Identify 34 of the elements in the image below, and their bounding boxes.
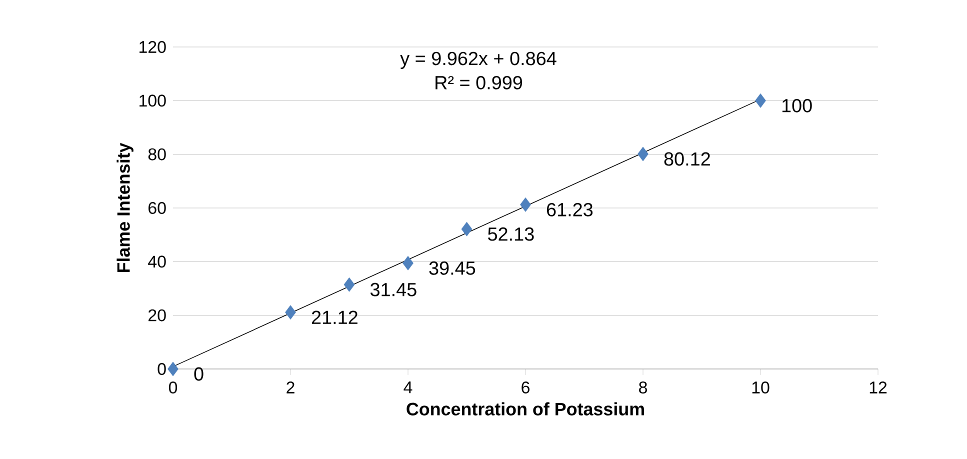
x-tick-label: 4 <box>404 381 412 394</box>
data-label: 31.45 <box>370 282 416 296</box>
x-tick-label: 10 <box>752 381 770 394</box>
x-tick-label: 6 <box>522 381 530 394</box>
annotation: y = 9.962x + 0.864 <box>400 52 556 69</box>
y-tick-label: 40 <box>148 256 166 268</box>
point <box>168 362 178 376</box>
x-tick-label: 0 <box>168 381 178 394</box>
data-label: 52.13 <box>488 227 534 241</box>
y-tick-label: 0 <box>158 362 166 375</box>
point <box>402 256 414 270</box>
point <box>285 305 296 320</box>
y-tick-label: 120 <box>140 40 166 53</box>
x-tick-label: 12 <box>870 381 887 394</box>
y-tick-label: 20 <box>148 309 166 322</box>
point <box>755 93 766 108</box>
x-tick-label: 2 <box>286 381 294 394</box>
point <box>344 277 355 292</box>
annotation: R² = 0.999 <box>436 76 522 90</box>
data-label: 80.12 <box>664 152 710 166</box>
y-tick-label: 100 <box>140 94 166 107</box>
data-label: 39.45 <box>429 261 476 275</box>
x-tick-label: 8 <box>639 381 647 394</box>
data-label: 61.23 <box>546 202 593 216</box>
y-axis-title: Flame Intensity <box>116 142 134 272</box>
y-tick-label: 80 <box>148 148 166 160</box>
data-label: 21.12 <box>312 310 358 324</box>
point <box>520 197 531 212</box>
data-label: 100 <box>782 98 812 112</box>
point <box>638 146 648 162</box>
x-axis-title: Concentration of Potassium <box>406 402 644 416</box>
y-tick-label: 60 <box>148 202 166 214</box>
point <box>461 222 472 236</box>
data-label: 0 <box>194 367 204 381</box>
